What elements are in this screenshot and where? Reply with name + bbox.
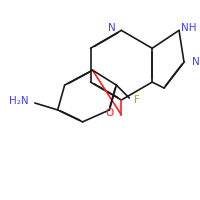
Text: H₂N: H₂N xyxy=(9,96,29,106)
Text: O: O xyxy=(105,108,114,118)
Text: N: N xyxy=(192,57,200,67)
Text: NH: NH xyxy=(181,23,197,33)
Text: F: F xyxy=(134,95,140,105)
Text: N: N xyxy=(108,23,115,33)
